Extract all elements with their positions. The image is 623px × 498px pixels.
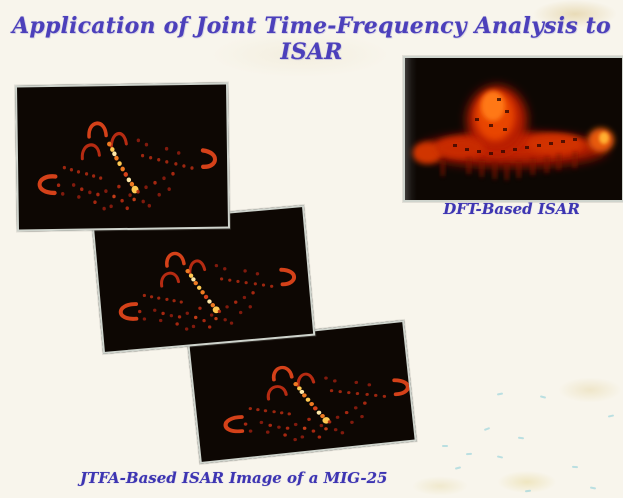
isar-aircraft-scatter-image-3	[223, 366, 410, 442]
scan-speckle	[589, 486, 597, 490]
jtfa-isar-photo-frame-3	[187, 319, 417, 465]
scan-speckle	[496, 392, 504, 396]
scan-speckle	[483, 427, 491, 431]
slide-title: Application of Joint Time-Frequency Anal…	[12, 13, 611, 65]
scan-speckle	[454, 466, 462, 470]
scan-speckle	[524, 489, 532, 493]
scan-speckle	[539, 395, 547, 399]
scan-speckle	[442, 445, 448, 447]
isar-aircraft-scatter-image-2	[118, 251, 297, 331]
isar-aircraft-scatter-image-1	[37, 121, 217, 211]
dft-isar-photo	[403, 56, 623, 202]
jtfa-isar-photo-frame-2	[91, 204, 316, 355]
dft-photo-caption: DFT-Based ISAR	[443, 200, 580, 218]
scan-speckle	[571, 465, 579, 469]
jtfa-photo-caption: JTFA-Based ISAR Image of a MIG-25	[80, 469, 388, 487]
scan-speckle	[607, 414, 615, 418]
jtfa-isar-photo-frame-1	[14, 82, 231, 232]
dft-isar-blur-image	[412, 86, 614, 180]
scan-speckle	[517, 436, 525, 440]
scan-speckle	[465, 452, 473, 456]
scan-speckle	[496, 455, 504, 459]
